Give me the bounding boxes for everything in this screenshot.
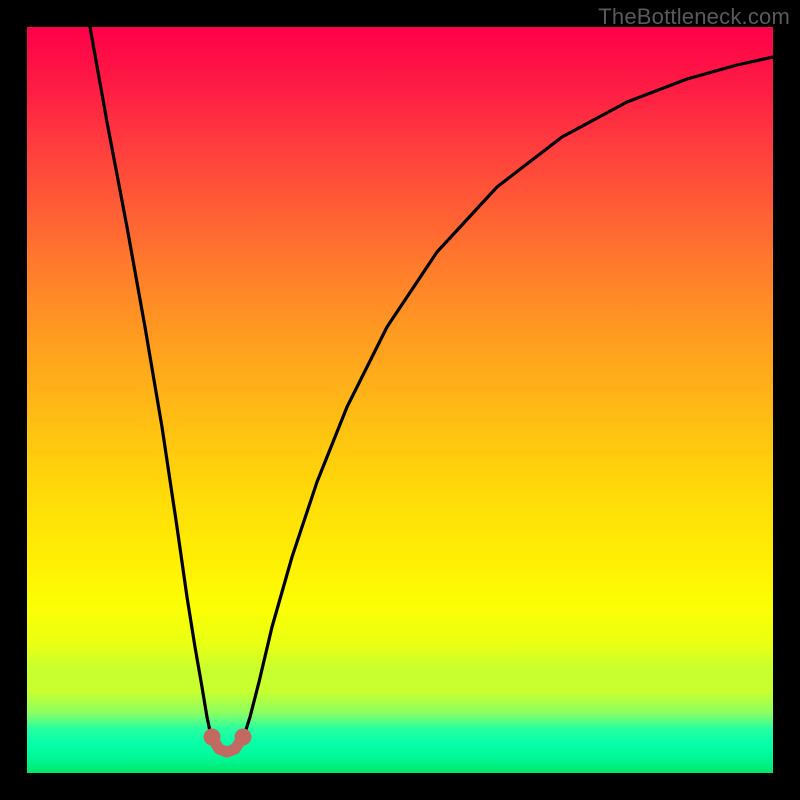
- chart-frame: TheBottleneck.com: [0, 0, 800, 800]
- plot-area: [27, 27, 773, 773]
- valley-marker-1: [235, 729, 252, 746]
- bottleneck-curve-chart: [27, 27, 773, 773]
- valley-marker-0: [204, 729, 221, 746]
- gradient-background: [27, 27, 773, 773]
